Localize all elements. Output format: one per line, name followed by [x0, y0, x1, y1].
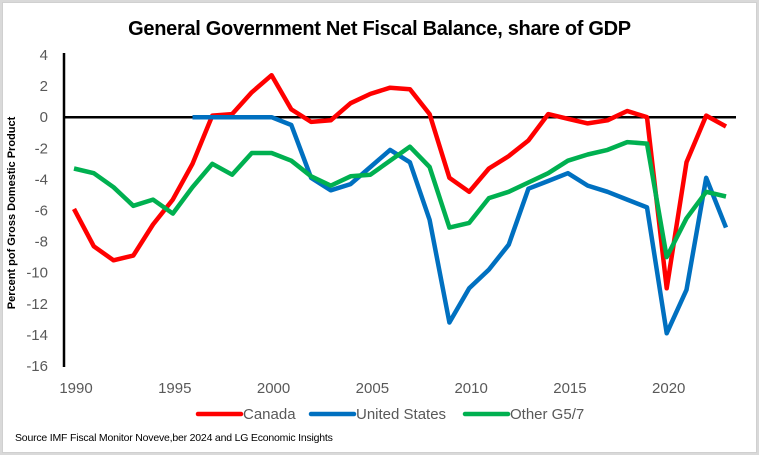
- x-tick-label: 2015: [553, 380, 586, 397]
- legend-label: Other G5/7: [510, 406, 584, 423]
- chart-title: General Government Net Fiscal Balance, s…: [128, 18, 631, 40]
- y-tick-label: 4: [40, 47, 48, 64]
- x-tick-label: 2000: [257, 380, 290, 397]
- legend-label: Canada: [243, 406, 296, 423]
- x-tick-label: 2005: [356, 380, 389, 397]
- legend-label: United States: [356, 406, 446, 423]
- series-line-other-g5-7: [73, 139, 727, 260]
- y-tick-label: 0: [40, 109, 48, 126]
- x-tick-label: 1990: [59, 380, 92, 397]
- x-tick-label: 1995: [158, 380, 191, 397]
- y-tick-label: -16: [26, 358, 48, 375]
- series-line-united-states: [192, 114, 729, 336]
- series-line-canada: [72, 72, 728, 291]
- series-lines: [72, 72, 729, 336]
- y-tick-label: -10: [26, 265, 48, 282]
- x-axis-ticks: 1990 1995 2000 2005 2010 2015 2020: [59, 380, 685, 397]
- y-tick-label: 2: [40, 78, 48, 95]
- x-tick-label: 2010: [454, 380, 487, 397]
- y-tick-label: -4: [35, 171, 48, 188]
- y-tick-label: -6: [35, 203, 48, 220]
- source-note: Source IMF Fiscal Monitor Noveve,ber 202…: [15, 432, 333, 444]
- y-axis-label: Percent pof Gross Domestic Product: [6, 116, 18, 309]
- legend: Canada United States Other G5/7: [195, 406, 584, 423]
- x-tick-label: 2020: [652, 380, 685, 397]
- y-tick-label: -12: [26, 296, 48, 313]
- y-tick-label: -8: [35, 234, 48, 251]
- y-axis-ticks: 4 2 0 -2 -4 -6 -8 -10 -12 -14 -16: [26, 47, 48, 375]
- y-tick-label: -2: [35, 140, 48, 157]
- y-tick-label: -14: [26, 327, 48, 344]
